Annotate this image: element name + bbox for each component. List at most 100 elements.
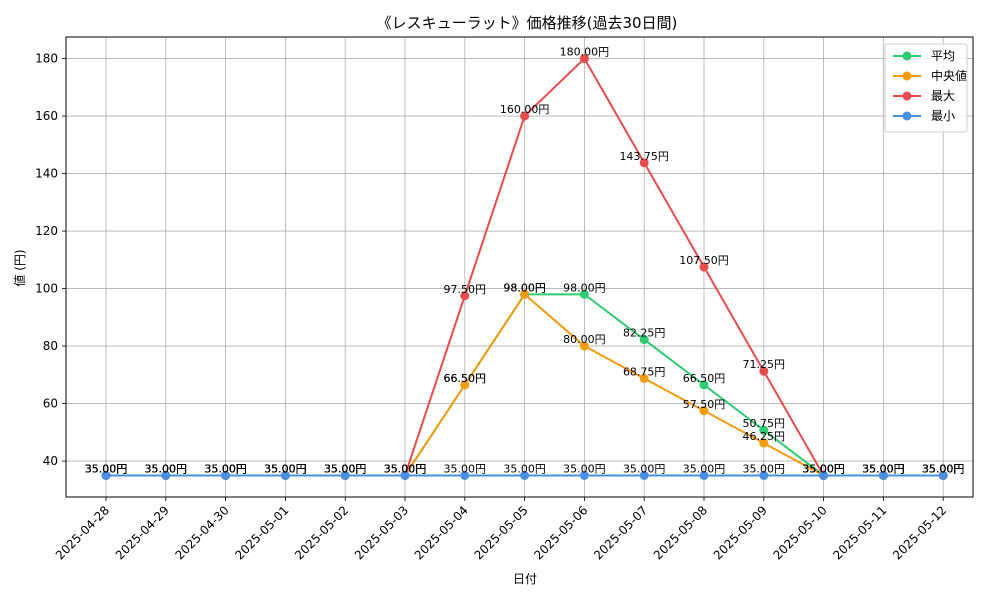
data-point [699, 470, 709, 480]
legend-label: 中央値 [931, 68, 967, 83]
data-label: 143.75円 [619, 150, 669, 163]
x-tick-label: 2025-05-01 [232, 503, 291, 562]
data-point [878, 470, 888, 480]
data-point [460, 470, 470, 480]
data-label: 35.00円 [862, 462, 905, 475]
data-label: 35.00円 [444, 462, 487, 475]
data-label: 35.00円 [204, 462, 247, 475]
data-label: 35.00円 [683, 462, 726, 475]
legend-marker [902, 91, 912, 101]
data-point [520, 470, 530, 480]
data-label: 35.00円 [85, 462, 128, 475]
data-point [639, 158, 649, 168]
data-label: 35.00円 [145, 462, 188, 475]
x-tick-label: 2025-05-06 [531, 503, 590, 562]
data-label: 35.00円 [563, 462, 606, 475]
data-label: 35.00円 [922, 462, 965, 475]
legend-label: 平均 [931, 49, 955, 63]
data-label: 35.00円 [145, 462, 188, 475]
data-label: 35.00円 [384, 462, 427, 475]
x-tick-label: 2025-05-10 [771, 503, 830, 562]
data-label: 35.00円 [324, 462, 367, 475]
data-label: 35.00円 [802, 462, 845, 475]
data-point [579, 289, 589, 299]
data-point [759, 438, 769, 448]
data-point [460, 291, 470, 301]
data-label: 35.00円 [922, 462, 965, 475]
x-tick-label: 2025-05-08 [651, 503, 710, 562]
y-tick-label: 100 [35, 282, 58, 296]
data-point [340, 470, 350, 480]
legend-marker [902, 51, 912, 61]
data-label: 35.00円 [264, 462, 307, 475]
data-label: 68.75円 [623, 365, 666, 378]
data-label: 35.00円 [862, 462, 905, 475]
data-point [759, 366, 769, 376]
data-label: 35.00円 [145, 462, 188, 475]
legend-label: 最大 [931, 89, 955, 103]
data-label: 35.00円 [324, 462, 367, 475]
data-point [699, 262, 709, 272]
data-point [101, 470, 111, 480]
data-label: 97.50円 [444, 283, 487, 296]
data-label: 35.00円 [324, 462, 367, 475]
data-point [759, 470, 769, 480]
data-label: 71.25円 [743, 358, 786, 371]
data-label: 35.00円 [85, 462, 128, 475]
data-label: 35.00円 [743, 462, 786, 475]
data-label: 35.00円 [802, 462, 845, 475]
data-point [938, 470, 948, 480]
data-label: 80.00円 [563, 333, 606, 346]
data-point [759, 425, 769, 435]
x-tick-label: 2025-04-30 [173, 503, 232, 562]
x-tick-label: 2025-05-02 [292, 503, 351, 562]
series-layer [101, 54, 948, 480]
data-label: 66.50円 [444, 372, 487, 385]
y-tick-label: 160 [35, 109, 58, 123]
data-label: 180.00円 [560, 46, 610, 59]
data-point [699, 380, 709, 390]
data-label: 107.50円 [679, 254, 729, 267]
legend-marker [902, 71, 912, 81]
data-point [639, 335, 649, 345]
data-label: 35.00円 [623, 462, 666, 475]
data-label: 50.75円 [743, 417, 786, 430]
y-tick-label: 80 [43, 339, 58, 353]
data-label: 98.00円 [503, 281, 546, 294]
x-tick-label: 2025-05-05 [472, 503, 531, 562]
data-point [400, 470, 410, 480]
data-label: 35.00円 [922, 462, 965, 475]
y-tick-label: 180 [35, 52, 58, 66]
x-tick-label: 2025-05-03 [352, 503, 411, 562]
data-label: 35.00円 [204, 462, 247, 475]
data-point [221, 470, 231, 480]
x-tick-label: 2025-05-12 [890, 503, 949, 562]
chart-title: 《レスキューラット》価格推移(過去30日間) [377, 14, 678, 32]
y-tick-label: 40 [43, 454, 58, 468]
plot-frame [65, 36, 974, 498]
data-label: 35.00円 [862, 462, 905, 475]
y-axis-title: 値 (円) [12, 249, 27, 286]
data-label: 35.00円 [802, 462, 845, 475]
legend-label: 最小 [931, 109, 955, 123]
data-label: 35.00円 [85, 462, 128, 475]
data-label: 35.00円 [264, 462, 307, 475]
data-label: 35.00円 [862, 462, 905, 475]
y-tick-label: 60 [43, 397, 58, 411]
data-labels-layer: 35.00円 35.00円 35.00円 35.00円 35.00円 35.00円 66.5… [85, 46, 965, 476]
data-point [520, 111, 530, 121]
x-tick-label: 2025-05-07 [591, 503, 650, 562]
data-label: 35.00円 [384, 462, 427, 475]
x-axis-title: 日付 [513, 572, 537, 586]
data-point [819, 470, 829, 480]
y-tick-label: 140 [35, 167, 58, 181]
x-tick-label: 2025-04-28 [53, 503, 112, 562]
data-label: 35.00円 [922, 462, 965, 475]
data-label: 35.00円 [384, 462, 427, 475]
data-label: 160.00円 [500, 103, 550, 116]
data-label: 98.00円 [503, 281, 546, 294]
data-label: 46.25円 [743, 430, 786, 443]
